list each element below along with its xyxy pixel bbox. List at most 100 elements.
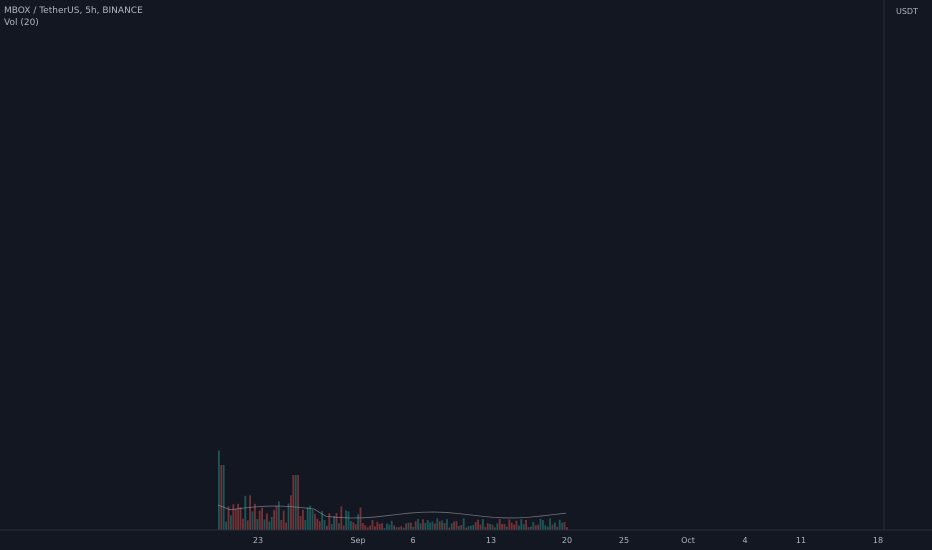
volume-bar [462,518,465,530]
volume-bar [225,521,227,530]
volume-bar [431,521,434,530]
volume-bar [275,505,278,530]
price-axis[interactable]: USDT14.00013.00012.00011.00010.0009.0008… [882,0,932,550]
volume-bar [282,510,285,530]
volume-bar [258,510,261,530]
symbol-title[interactable]: MBOX / TetherUS, 5h, BINANCE [4,6,143,16]
volume-bar [402,527,405,530]
volume-bar [436,518,439,530]
volume-bar [494,527,496,530]
volume-bar [527,527,530,530]
volume-bar [412,526,415,530]
volume-bar [256,518,259,530]
volume-bar [390,520,393,530]
volume-bar [242,518,244,530]
time-tick-label: 4 [742,536,747,545]
volume-bar [318,521,321,530]
volume-bar [429,522,431,530]
time-axis[interactable]: 23 Sep 6 13 20 25 Oct 4 11 18 [0,529,932,545]
volume-bar [316,518,319,530]
volume-bar [482,519,484,530]
volume-bar [477,519,479,530]
volume-bar [330,524,333,530]
volume-bar [278,501,280,530]
volume-bar [309,505,311,530]
volume-bar [220,465,223,530]
volume-bar [285,522,287,530]
volume-bar [388,524,391,530]
time-tick-label: 25 [619,536,629,545]
volume-bar [414,521,417,530]
volume-bar [237,503,239,530]
volume-bar [522,524,525,530]
volume-bar [335,513,338,530]
volume-bar [496,523,499,530]
volume-bar [227,506,230,530]
volume-bar [506,526,508,530]
volume-bar [472,524,475,530]
volume-bar [266,513,268,530]
volume-bar [520,519,523,530]
volume-bar [518,525,520,530]
volume-bar [544,525,547,530]
currency-label: USDT [896,7,918,16]
volume-bar [386,523,388,530]
volume-bar [474,522,477,530]
volume-bar [287,503,290,530]
volume-bar [393,525,395,530]
volume-bar [398,527,400,530]
volume-bar [484,527,487,530]
volume-bar [244,495,247,530]
volume-bar [417,518,419,530]
volume-bar [465,527,467,530]
volume-bar [486,523,489,530]
volume-bar [556,526,559,530]
volume-bar [542,520,544,530]
time-tick-label: 18 [873,536,883,545]
volume-bar [513,524,515,530]
time-tick-label: Oct [681,536,695,545]
volume-bar [239,507,242,530]
volume-bar [491,524,494,530]
volume-bar [342,525,345,530]
volume-bar [347,511,350,530]
volume-bar [251,511,254,530]
volume-bar [400,526,403,530]
volume-bar [311,509,314,530]
volume-bar [254,503,256,530]
volume-bar [530,526,532,530]
volume-bar [458,525,460,530]
volume-bar [234,509,237,530]
volume-bar [405,523,407,530]
volume-bar [218,450,220,530]
chart-header: MBOX / TetherUS, 5h, BINANCE Vol (20) [4,5,143,29]
volume-bar [419,523,422,530]
volume-bar [345,510,347,530]
volume-bar [352,522,355,530]
volume-bar [446,519,448,530]
volume-bar [299,516,302,530]
volume-bar [443,522,446,530]
volume-bar [246,520,249,530]
volume-bar [270,516,273,530]
volume-bar [532,522,535,530]
time-tick-label: 13 [486,536,496,545]
volume-indicator-label[interactable]: Vol (20) [4,18,39,28]
volume-bar [350,520,352,530]
time-tick-label: 23 [253,536,263,545]
volume-bar [546,526,549,530]
volume-bar [426,520,429,530]
volume-bar [364,525,367,530]
volume-bar [357,514,359,530]
volume-bar [261,507,263,530]
volume-bar [558,519,561,530]
volume-bar [395,527,398,530]
volume-bar [534,525,537,530]
volume-bar [450,523,453,530]
volume-bar [359,507,362,530]
volume-bar [290,495,292,530]
time-tick-label: 20 [562,536,572,545]
time-tick-label: 11 [796,536,806,545]
volume-bar [467,526,470,530]
